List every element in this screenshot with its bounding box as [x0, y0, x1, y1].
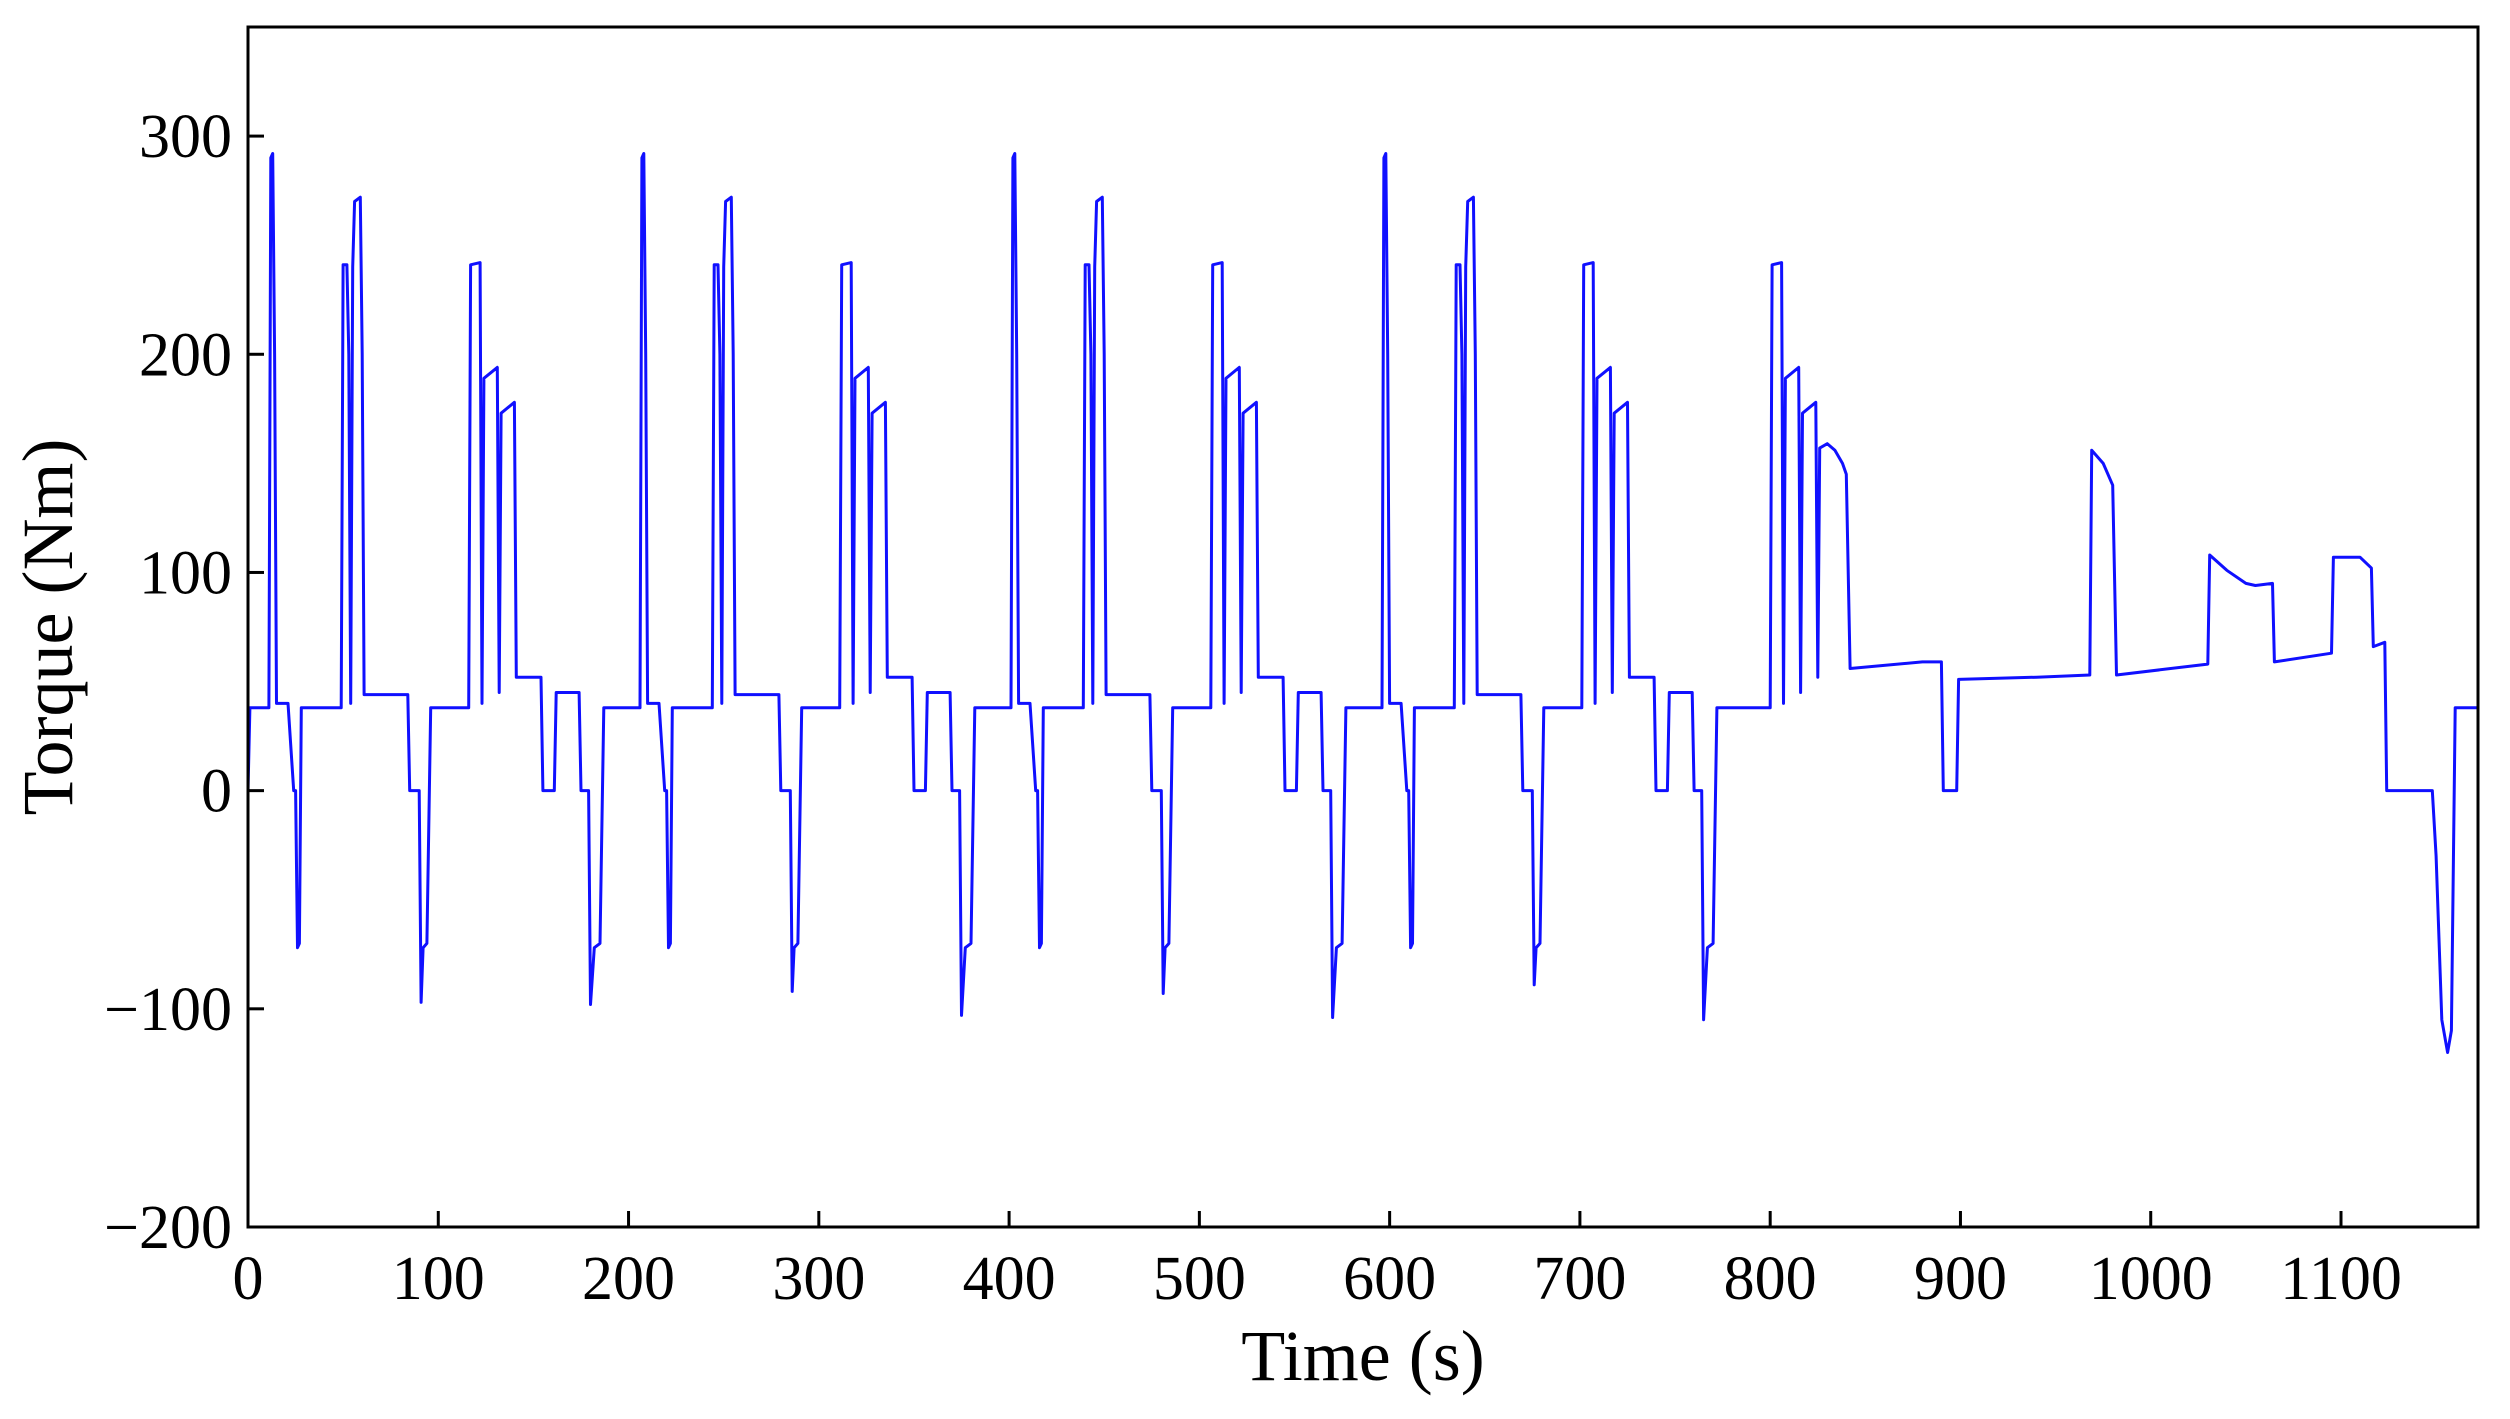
x-tick-label: 1000: [2089, 1245, 2213, 1313]
x-tick-label: 600: [1343, 1245, 1436, 1313]
y-tick-label: 100: [139, 539, 232, 607]
torque-line: [246, 152, 2478, 1054]
y-tick-label: 200: [139, 321, 232, 389]
x-tick-label: 900: [1914, 1245, 2007, 1313]
plot-frame: [246, 25, 2480, 1229]
x-tick-label: 700: [1533, 1245, 1626, 1313]
y-tick-label: −200: [104, 1194, 232, 1262]
x-tick-label: 0: [233, 1245, 264, 1313]
y-tick-label: 0: [201, 758, 232, 826]
x-tick-label: 500: [1153, 1245, 1246, 1313]
x-tick-label: 100: [392, 1245, 485, 1313]
y-tick-label: 300: [139, 103, 232, 171]
x-tick-label: 1100: [2280, 1245, 2402, 1313]
x-tick-label: 300: [772, 1245, 865, 1313]
y-axis-title: Torque (Nm): [8, 439, 88, 816]
x-tick-label: 200: [582, 1245, 675, 1313]
x-tick-label: 800: [1724, 1245, 1817, 1313]
x-axis-title: Time (s): [1241, 1316, 1484, 1396]
x-tick-label: 400: [963, 1245, 1056, 1313]
y-tick-label: −100: [104, 976, 232, 1044]
